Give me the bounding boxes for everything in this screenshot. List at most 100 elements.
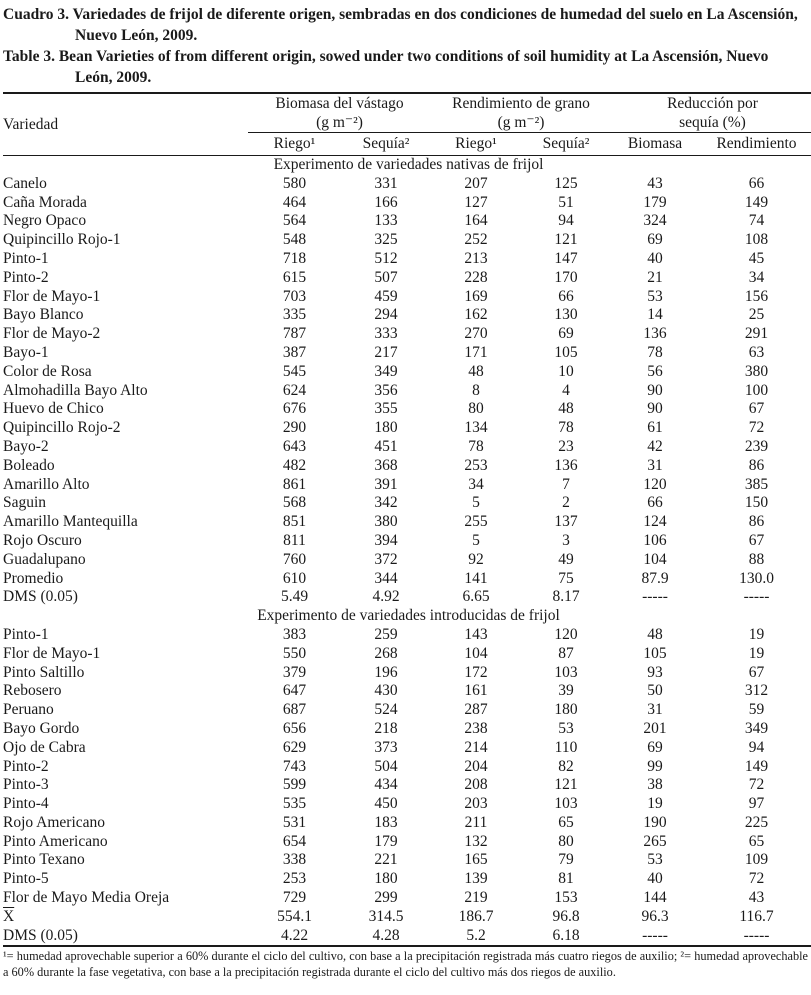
- section-header: Experimento de variedades nativas de fri…: [273, 156, 544, 173]
- cell-value: 218: [374, 719, 398, 737]
- cell-value: 355: [374, 400, 398, 418]
- cell-value: 63: [748, 343, 765, 361]
- cell-value: 149: [744, 757, 769, 775]
- table-row: Boleado 482 368 253 136 31 86: [3, 457, 811, 476]
- cell-value: 180: [554, 701, 578, 719]
- variety-name: Pinto-2: [3, 757, 49, 775]
- cell-value: 127: [464, 193, 488, 211]
- cell-value: 78: [647, 343, 663, 361]
- cell-value: 53: [558, 719, 574, 737]
- cell-value: 106: [643, 531, 667, 549]
- cell-value: 204: [464, 757, 488, 775]
- cell-value: 2: [562, 494, 570, 512]
- table-row: DMS (0.05) 4.22 4.28 5.2 6.18 ----- -----: [3, 927, 811, 947]
- cell-value: 787: [282, 325, 307, 343]
- group-header-unit: sequía (%): [679, 114, 746, 131]
- cell-value: 172: [464, 663, 488, 681]
- cell-value: 19: [748, 644, 765, 662]
- table-row: DMS (0.05) 5.49 4.92 6.65 8.17 ----- -----: [3, 588, 811, 607]
- table-row: Amarillo Alto 861 391 34 7 120 385: [3, 476, 811, 495]
- cell-value: 99: [647, 757, 663, 775]
- column-header-reduccion-rendimiento: Rendimiento: [699, 132, 811, 156]
- cell-value: 67: [748, 400, 765, 418]
- cell-value: 144: [643, 889, 667, 907]
- variety-name: Bayo Blanco: [3, 306, 84, 324]
- cell-value: 104: [464, 644, 488, 662]
- table-row: Quipincillo Rojo-1 548 325 252 121 69 108: [3, 231, 811, 250]
- cell-value: 380: [374, 513, 398, 531]
- cell-value: 90: [647, 400, 663, 418]
- cell-value: 53: [647, 851, 663, 869]
- variety-name: Pinto-2: [3, 268, 49, 286]
- variety-name: Flor de Mayo-1: [3, 644, 101, 662]
- cell-value: 149: [744, 193, 769, 211]
- subheader-row: Riego¹ Sequía² Riego¹ Sequía² Biomasa Re…: [3, 132, 811, 156]
- cell-value: 81: [558, 870, 574, 888]
- cell-value: 385: [744, 475, 769, 493]
- cell-value: 464: [282, 193, 307, 211]
- cell-value: 78: [468, 437, 484, 455]
- cell-value: 19: [748, 625, 765, 643]
- cell-value: 270: [464, 325, 488, 343]
- cell-value: 183: [374, 813, 398, 831]
- cell-value: 380: [744, 362, 769, 380]
- table-row: Pinto-2 743 504 204 82 99 149: [3, 758, 811, 777]
- cell-value: 38: [647, 776, 663, 794]
- cell-value: 105: [643, 644, 667, 662]
- cell-value: 861: [282, 475, 307, 493]
- caption-spanish: Cuadro 3. Variedades de frijol de difere…: [3, 6, 798, 44]
- cell-value: 5.49: [280, 588, 309, 606]
- cell-value: 109: [744, 851, 769, 869]
- table-row: Peruano 687 524 287 180 31 59: [3, 701, 811, 720]
- cell-value: 335: [282, 306, 307, 324]
- cell-value: 430: [374, 682, 398, 700]
- cell-value: 120: [554, 625, 578, 643]
- cell-value: 252: [464, 231, 488, 249]
- cell-value: 338: [282, 851, 307, 869]
- variety-name: Quipincillo Rojo-1: [3, 231, 121, 249]
- cell-value: 80: [468, 400, 484, 418]
- cell-value: 4: [562, 381, 570, 399]
- cell-value: 299: [374, 889, 398, 907]
- cell-value: 255: [464, 513, 488, 531]
- cell-value: 25: [748, 306, 765, 324]
- cell-value: 67: [748, 663, 765, 681]
- cell-value: 21: [647, 268, 663, 286]
- cell-value: 93: [647, 663, 663, 681]
- cell-value: 171: [464, 343, 488, 361]
- cell-value: 67: [748, 531, 765, 549]
- cell-value: 66: [558, 287, 574, 305]
- cell-value: 760: [282, 550, 307, 568]
- cell-value: 368: [374, 456, 398, 474]
- cell-value: 554.1: [277, 907, 312, 925]
- variety-name: Amarillo Alto: [3, 475, 90, 493]
- cell-value: 130: [554, 306, 578, 324]
- cell-value: 66: [748, 174, 765, 192]
- cell-value: 214: [464, 738, 488, 756]
- cell-value: 811: [283, 531, 306, 549]
- cell-value: 391: [374, 475, 398, 493]
- cell-value: 180: [374, 419, 398, 437]
- cell-value: 253: [464, 456, 488, 474]
- cell-value: 217: [374, 343, 398, 361]
- cell-value: 656: [282, 719, 307, 737]
- cell-value: 687: [282, 701, 307, 719]
- cell-value: 5.2: [466, 926, 486, 944]
- cell-value: 72: [748, 776, 765, 794]
- cell-value: 211: [464, 813, 488, 831]
- cell-value: 239: [744, 437, 769, 455]
- section-header: Experimento de variedades introducidas d…: [257, 607, 560, 625]
- cell-value: 394: [374, 531, 398, 549]
- cell-value: 221: [374, 851, 398, 869]
- table-row: Almohadilla Bayo Alto 624 356 8 4 90 100: [3, 382, 811, 401]
- cell-value: 90: [647, 381, 663, 399]
- cell-value: 86: [748, 456, 765, 474]
- cell-value: 450: [374, 795, 398, 813]
- table-row: X 554.1 314.5 186.7 96.8 96.3 116.7: [3, 908, 811, 927]
- variety-name: Pinto-1: [3, 625, 49, 643]
- group-header-label: Biomasa del vástago: [275, 95, 404, 112]
- variety-name: Flor de Mayo Media Oreja: [3, 889, 170, 907]
- column-header-variety: Variedad: [3, 93, 248, 156]
- variety-name: Bayo Gordo: [3, 719, 80, 737]
- table-body: Experimento de variedades nativas de fri…: [3, 156, 811, 947]
